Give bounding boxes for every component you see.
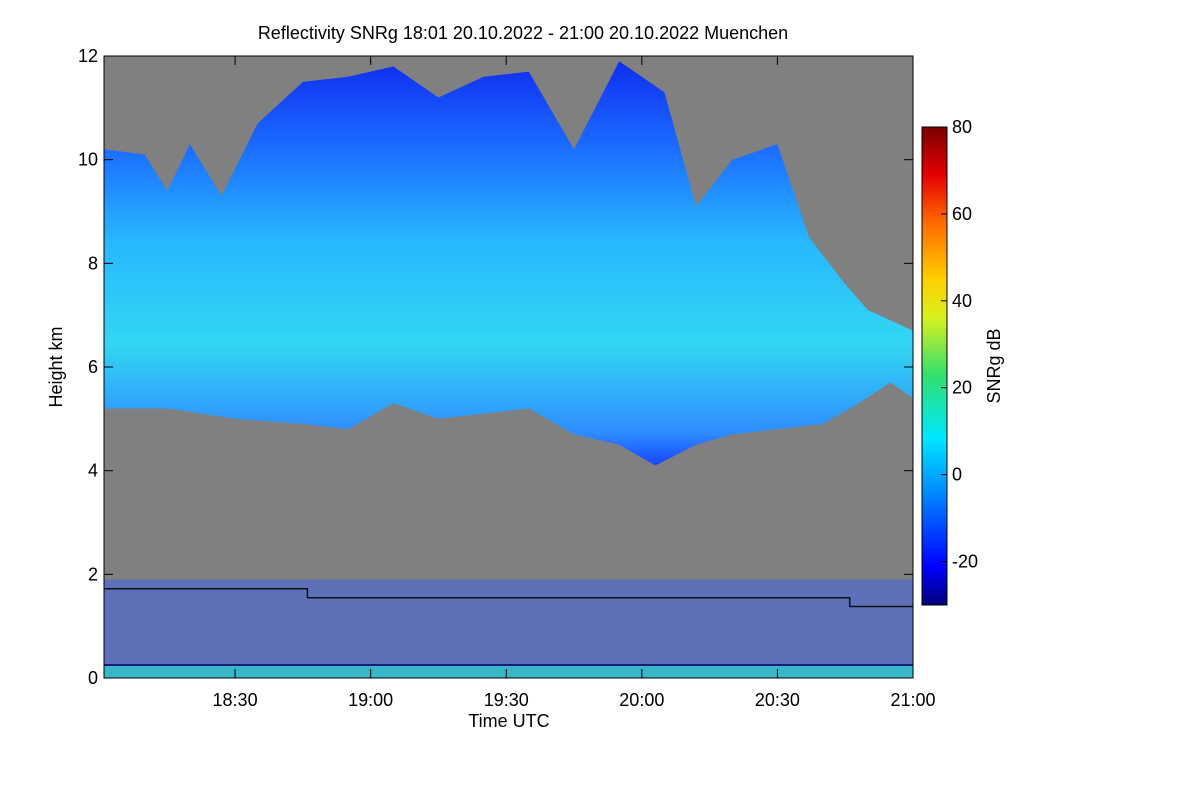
colorbar-tick-label: -20 bbox=[952, 552, 978, 572]
y-tick-label: 8 bbox=[88, 253, 98, 273]
boundary-layer-line bbox=[104, 588, 913, 608]
chart-title: Reflectivity SNRg 18:01 20.10.2022 - 21:… bbox=[258, 23, 788, 43]
y-tick-label: 12 bbox=[78, 46, 98, 66]
surface-echo-band bbox=[104, 665, 913, 678]
x-tick-label: 19:00 bbox=[348, 690, 393, 710]
y-tick-label: 10 bbox=[78, 150, 98, 170]
y-axis: 0 2 4 6 8 10 12 bbox=[78, 46, 913, 688]
y-axis-label: Height km bbox=[46, 326, 66, 407]
colorbar-tick-label: 40 bbox=[952, 291, 972, 311]
x-tick-label: 20:30 bbox=[755, 690, 800, 710]
colorbar-tick-label: 20 bbox=[952, 378, 972, 398]
x-tick-label: 18:30 bbox=[213, 690, 258, 710]
x-axis: 18:30 19:00 19:30 20:00 20:30 21:00 bbox=[213, 56, 936, 710]
colorbar-label: SNRg dB bbox=[984, 328, 1004, 403]
colorbar-tick-label: 60 bbox=[952, 204, 972, 224]
plot-area bbox=[103, 55, 914, 679]
x-axis-label: Time UTC bbox=[468, 711, 549, 731]
colorbar: -20 0 20 40 60 80 SNRg dB bbox=[921, 117, 1004, 606]
cloud-layer bbox=[104, 61, 913, 466]
colorbar-tick-label: 80 bbox=[952, 117, 972, 137]
y-tick-label: 0 bbox=[88, 668, 98, 688]
x-tick-label: 21:00 bbox=[890, 690, 935, 710]
colorbar-ticks: -20 0 20 40 60 80 bbox=[941, 117, 978, 572]
colorbar-tick-label: 0 bbox=[952, 465, 962, 485]
y-tick-label: 4 bbox=[88, 461, 98, 481]
y-tick-label: 6 bbox=[88, 357, 98, 377]
ground-clutter-band bbox=[104, 579, 913, 678]
y-tick-label: 2 bbox=[88, 564, 98, 584]
x-tick-label: 20:00 bbox=[619, 690, 664, 710]
colorbar-scale bbox=[921, 126, 948, 606]
x-tick-label: 19:30 bbox=[484, 690, 529, 710]
